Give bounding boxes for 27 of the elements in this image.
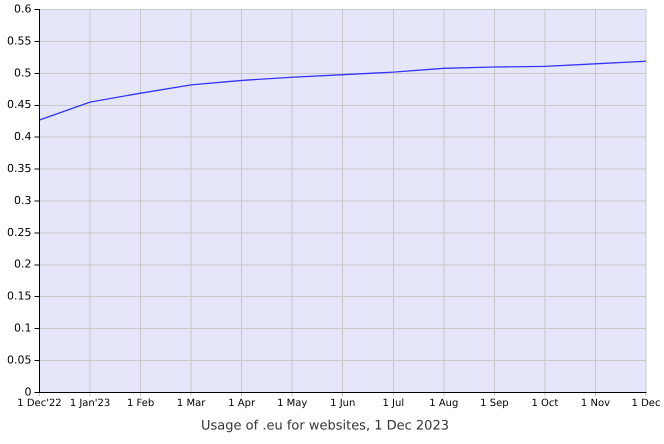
y-tick-label: 0.2 xyxy=(14,258,32,271)
y-tick-label: 0.45 xyxy=(6,98,32,112)
x-tick-label: 1 Jan'23 xyxy=(70,398,110,409)
x-tick-label: 1 Jun xyxy=(330,398,356,409)
x-tick-label: 1 Apr xyxy=(228,398,256,409)
y-tick-label: 0.35 xyxy=(6,162,32,175)
x-tick-label: 1 Dec'22 xyxy=(17,398,62,409)
y-tick-label: 0.6 xyxy=(14,2,32,16)
y-tick-label: 0.55 xyxy=(6,34,32,48)
x-tick-label: 1 Oct xyxy=(531,398,558,409)
x-tick-label: 1 Dec xyxy=(632,398,660,409)
x-tick-label: 1 Nov xyxy=(580,398,610,409)
y-tick-label: 0.5 xyxy=(14,66,32,80)
y-tick-label: 0.15 xyxy=(6,290,32,303)
x-tick-label: 1 Jul xyxy=(382,398,404,409)
x-tick-label: 1 Feb xyxy=(126,398,154,409)
text: Usage of .eu for websites, 1 Dec 2023 xyxy=(201,418,449,434)
y-tick-label: 0 xyxy=(24,385,32,398)
y-tick-label: 0.05 xyxy=(6,353,32,366)
y-tick-label: 0.3 xyxy=(14,194,32,207)
x-tick-label: 1 Mar xyxy=(176,398,206,409)
y-tick-label: 0.1 xyxy=(14,321,32,334)
y-tick-label: 0.25 xyxy=(6,226,32,239)
x-tick-label: 1 Sep xyxy=(480,398,509,409)
x-tick-label: 1 May xyxy=(277,398,308,409)
y-tick-label: 0.4 xyxy=(14,130,32,144)
x-tick-label: 1 Aug xyxy=(429,398,458,409)
